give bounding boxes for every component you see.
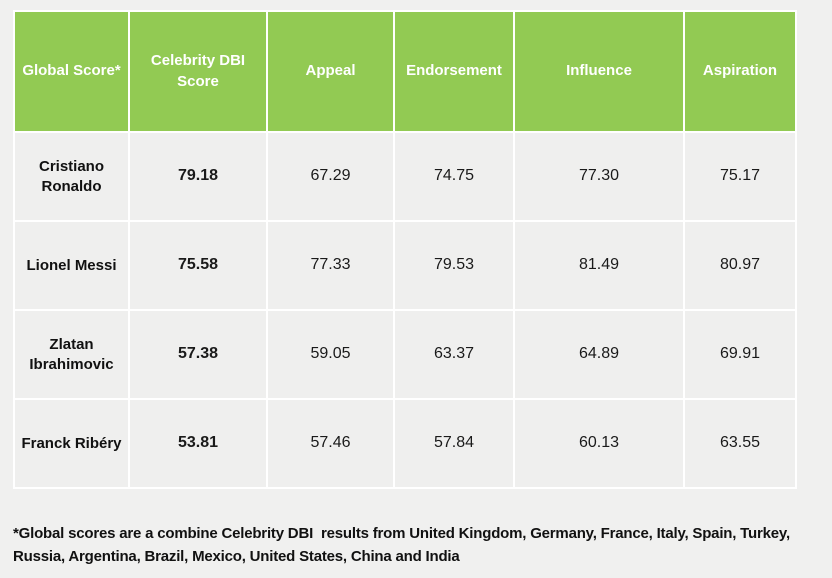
column-header-appeal: Appeal (266, 10, 395, 133)
table-row: Franck Ribéry 53.81 57.46 57.84 60.13 63… (13, 398, 797, 489)
aspiration-value: 80.97 (683, 220, 797, 311)
appeal-value: 67.29 (266, 131, 395, 222)
dbi-score-value: 79.18 (128, 131, 268, 222)
celebrity-name: Franck Ribéry (13, 398, 130, 489)
celebrity-name: Lionel Messi (13, 220, 130, 311)
column-header-global-score: Global Score* (13, 10, 130, 133)
endorsement-value: 63.37 (393, 309, 515, 400)
influence-value: 77.30 (513, 131, 685, 222)
endorsement-value: 57.84 (393, 398, 515, 489)
column-header-aspiration: Aspiration (683, 10, 797, 133)
influence-value: 81.49 (513, 220, 685, 311)
table-row: Lionel Messi 75.58 77.33 79.53 81.49 80.… (13, 220, 797, 311)
aspiration-value: 63.55 (683, 398, 797, 489)
dbi-score-value: 53.81 (128, 398, 268, 489)
dbi-score-value: 57.38 (128, 309, 268, 400)
table-row: Cristiano Ronaldo 79.18 67.29 74.75 77.3… (13, 131, 797, 222)
endorsement-value: 74.75 (393, 131, 515, 222)
influence-value: 60.13 (513, 398, 685, 489)
dbi-score-table-container: Global Score* Celebrity DBI Score Appeal… (13, 10, 797, 489)
endorsement-value: 79.53 (393, 220, 515, 311)
column-header-endorsement: Endorsement (393, 10, 515, 133)
header-row: Global Score* Celebrity DBI Score Appeal… (13, 10, 797, 133)
aspiration-value: 69.91 (683, 309, 797, 400)
dbi-score-table: Global Score* Celebrity DBI Score Appeal… (13, 10, 797, 489)
influence-value: 64.89 (513, 309, 685, 400)
aspiration-value: 75.17 (683, 131, 797, 222)
global-score-footnote: *Global scores are a combine Celebrity D… (13, 525, 794, 565)
appeal-value: 59.05 (266, 309, 395, 400)
celebrity-name: Zlatan Ibrahimovic (13, 309, 130, 400)
appeal-value: 77.33 (266, 220, 395, 311)
column-header-celebrity-dbi-score: Celebrity DBI Score (128, 10, 268, 133)
appeal-value: 57.46 (266, 398, 395, 489)
table-row: Zlatan Ibrahimovic 57.38 59.05 63.37 64.… (13, 309, 797, 400)
dbi-score-value: 75.58 (128, 220, 268, 311)
column-header-influence: Influence (513, 10, 685, 133)
celebrity-name: Cristiano Ronaldo (13, 131, 130, 222)
